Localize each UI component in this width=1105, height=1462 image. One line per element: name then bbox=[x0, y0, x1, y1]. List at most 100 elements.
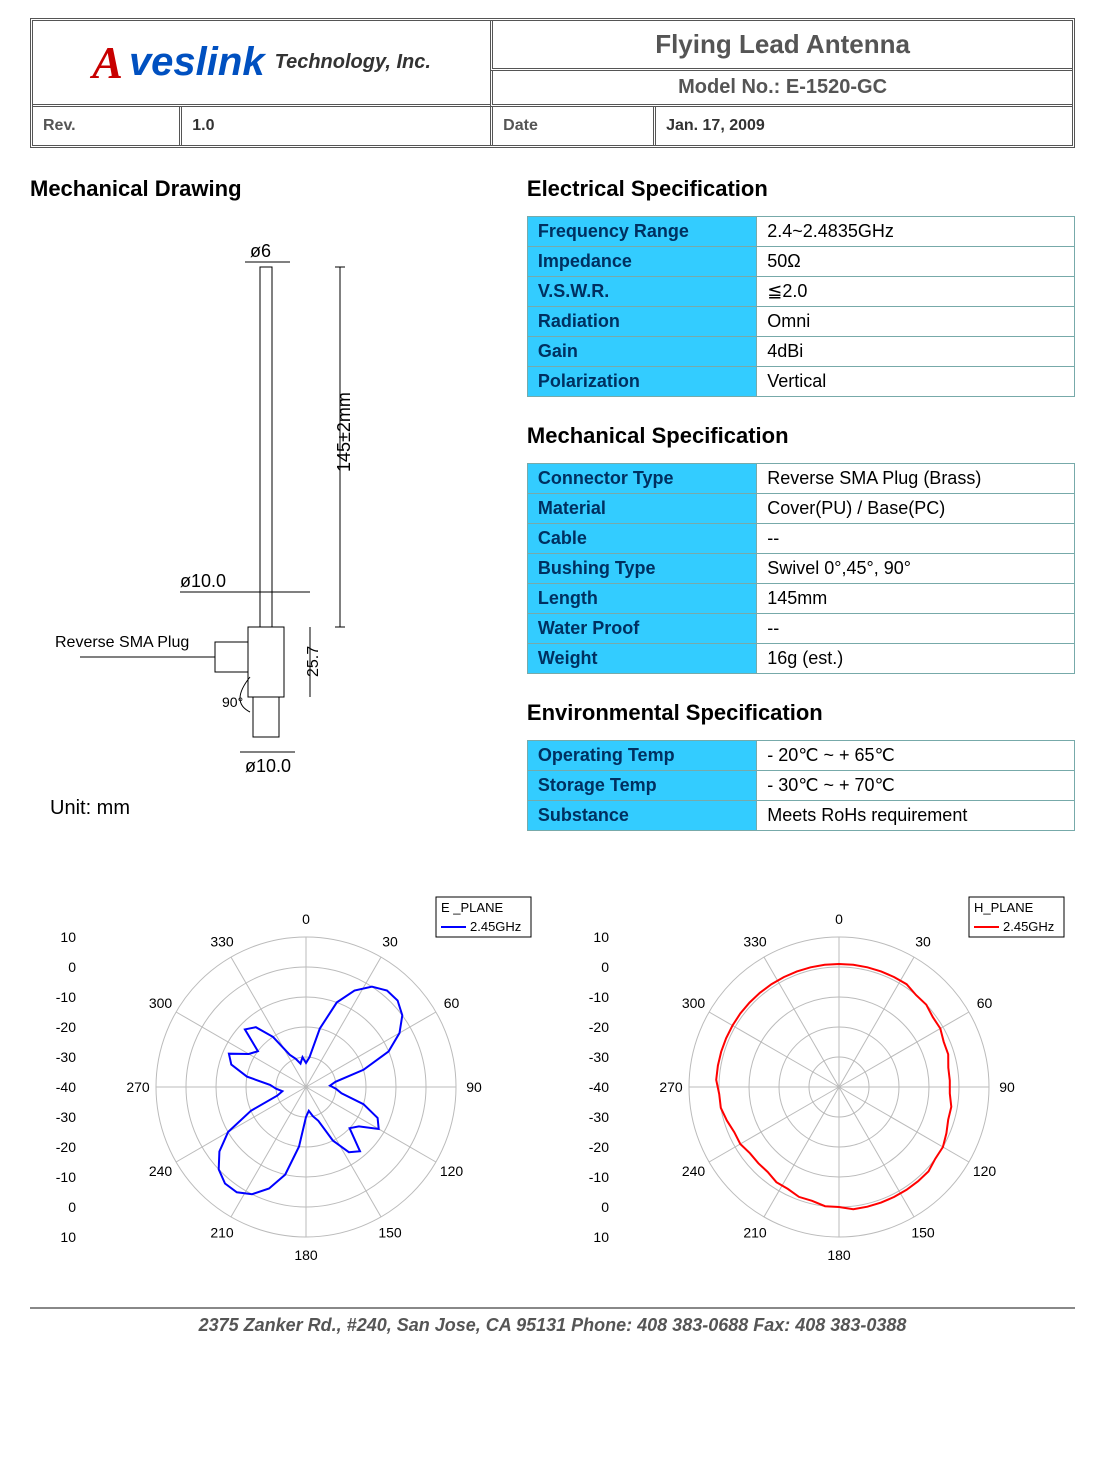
table-row: Storage Temp- 30℃ ~ + 70℃ bbox=[528, 771, 1074, 801]
spec-key: Bushing Type bbox=[528, 554, 757, 584]
table-row: Water Proof-- bbox=[528, 614, 1074, 644]
spec-key: Length bbox=[528, 584, 757, 614]
svg-text:90: 90 bbox=[466, 1079, 482, 1095]
environmental-table: Operating Temp- 20℃ ~ + 65℃Storage Temp-… bbox=[527, 740, 1075, 831]
spec-value: -- bbox=[757, 524, 1074, 554]
unit-label: Unit: mm bbox=[50, 797, 497, 820]
svg-text:90: 90 bbox=[999, 1079, 1015, 1095]
spec-key: Material bbox=[528, 494, 757, 524]
dim-phi10b: ø10.0 bbox=[245, 756, 291, 776]
table-row: RadiationOmni bbox=[528, 307, 1074, 337]
dim-phi6: ø6 bbox=[250, 241, 271, 261]
spec-value: 2.4~2.4835GHz bbox=[757, 217, 1074, 247]
svg-text:270: 270 bbox=[127, 1079, 151, 1095]
svg-text:-20: -20 bbox=[589, 1019, 609, 1035]
spec-key: Gain bbox=[528, 337, 757, 367]
spec-value: Vertical bbox=[757, 367, 1074, 396]
table-row: SubstanceMeets RoHs requirement bbox=[528, 801, 1074, 830]
logo-text: veslink bbox=[129, 40, 265, 85]
spec-value: Omni bbox=[757, 307, 1074, 337]
svg-text:-20: -20 bbox=[589, 1139, 609, 1155]
svg-text:-40: -40 bbox=[56, 1079, 76, 1095]
svg-text:240: 240 bbox=[682, 1163, 706, 1179]
spec-key: Cable bbox=[528, 524, 757, 554]
table-row: Cable-- bbox=[528, 524, 1074, 554]
spec-value: -- bbox=[757, 614, 1074, 644]
spec-key: Substance bbox=[528, 801, 757, 830]
h-plane-chart: 0306090120150180210240270300330100-10-20… bbox=[569, 887, 1069, 1287]
table-row: Impedance50Ω bbox=[528, 247, 1074, 277]
mechanical-drawing: ø6 ø10.0 Reverse SMA Plug 90° ø10.0 bbox=[50, 232, 497, 797]
table-row: MaterialCover(PU) / Base(PC) bbox=[528, 494, 1074, 524]
mech-drawing-title: Mechanical Drawing bbox=[30, 176, 497, 202]
svg-text:2.45GHz: 2.45GHz bbox=[470, 919, 521, 934]
header-block: Aveslink Technology, Inc. Rev. 1.0 Flyin… bbox=[30, 18, 1075, 148]
svg-text:120: 120 bbox=[440, 1163, 464, 1179]
rev-value: 1.0 bbox=[179, 107, 490, 145]
table-row: V.S.W.R.≦2.0 bbox=[528, 277, 1074, 307]
spec-value: Reverse SMA Plug (Brass) bbox=[757, 464, 1074, 494]
svg-text:2.45GHz: 2.45GHz bbox=[1003, 919, 1054, 934]
environmental-title: Environmental Specification bbox=[527, 700, 1075, 726]
svg-text:10: 10 bbox=[593, 1229, 609, 1245]
svg-text:10: 10 bbox=[61, 929, 77, 945]
spec-key: V.S.W.R. bbox=[528, 277, 757, 307]
model-no: Model No.: E-1520-GC bbox=[490, 71, 1072, 107]
logo-tagline: Technology, Inc. bbox=[275, 51, 431, 74]
svg-text:-30: -30 bbox=[56, 1049, 76, 1065]
svg-text:30: 30 bbox=[915, 934, 931, 950]
svg-text:60: 60 bbox=[444, 995, 460, 1011]
svg-text:E _PLANE: E _PLANE bbox=[441, 900, 503, 915]
mechanical-title: Mechanical Specification bbox=[527, 423, 1075, 449]
svg-text:-10: -10 bbox=[56, 989, 76, 1005]
logo-letter: A bbox=[92, 36, 123, 89]
svg-text:180: 180 bbox=[827, 1247, 851, 1263]
svg-text:270: 270 bbox=[659, 1079, 683, 1095]
svg-text:-30: -30 bbox=[589, 1109, 609, 1125]
svg-text:-10: -10 bbox=[589, 989, 609, 1005]
spec-key: Weight bbox=[528, 644, 757, 673]
spec-key: Radiation bbox=[528, 307, 757, 337]
spec-key: Polarization bbox=[528, 367, 757, 396]
spec-key: Frequency Range bbox=[528, 217, 757, 247]
rev-label: Rev. bbox=[33, 107, 179, 145]
table-row: Weight16g (est.) bbox=[528, 644, 1074, 673]
svg-text:300: 300 bbox=[682, 995, 706, 1011]
table-row: Gain4dBi bbox=[528, 337, 1074, 367]
dim-257: 25.7 bbox=[305, 646, 322, 677]
table-row: Frequency Range2.4~2.4835GHz bbox=[528, 217, 1074, 247]
spec-key: Storage Temp bbox=[528, 771, 757, 801]
svg-text:120: 120 bbox=[973, 1163, 997, 1179]
svg-text:-30: -30 bbox=[56, 1109, 76, 1125]
spec-value: 145mm bbox=[757, 584, 1074, 614]
svg-text:10: 10 bbox=[61, 1229, 77, 1245]
spec-key: Impedance bbox=[528, 247, 757, 277]
svg-text:300: 300 bbox=[149, 995, 173, 1011]
table-row: Connector TypeReverse SMA Plug (Brass) bbox=[528, 464, 1074, 494]
svg-text:-20: -20 bbox=[56, 1139, 76, 1155]
date-label: Date bbox=[490, 107, 653, 145]
svg-text:-20: -20 bbox=[56, 1019, 76, 1035]
svg-text:60: 60 bbox=[976, 995, 992, 1011]
mechanical-table: Connector TypeReverse SMA Plug (Brass)Ma… bbox=[527, 463, 1075, 674]
table-row: Operating Temp- 20℃ ~ + 65℃ bbox=[528, 741, 1074, 771]
plug-label: Reverse SMA Plug bbox=[55, 634, 189, 651]
spec-key: Operating Temp bbox=[528, 741, 757, 771]
doc-title: Flying Lead Antenna bbox=[490, 21, 1072, 71]
spec-value: 50Ω bbox=[757, 247, 1074, 277]
spec-value: 4dBi bbox=[757, 337, 1074, 367]
svg-text:330: 330 bbox=[743, 934, 767, 950]
svg-text:150: 150 bbox=[911, 1224, 935, 1240]
logo: Aveslink Technology, Inc. bbox=[33, 21, 490, 107]
spec-key: Connector Type bbox=[528, 464, 757, 494]
svg-text:180: 180 bbox=[295, 1247, 319, 1263]
table-row: PolarizationVertical bbox=[528, 367, 1074, 396]
svg-text:210: 210 bbox=[211, 1224, 235, 1240]
electrical-title: Electrical Specification bbox=[527, 176, 1075, 202]
spec-value: - 30℃ ~ + 70℃ bbox=[757, 771, 1074, 801]
svg-text:210: 210 bbox=[743, 1224, 767, 1240]
spec-value: 16g (est.) bbox=[757, 644, 1074, 673]
svg-text:0: 0 bbox=[601, 959, 609, 975]
svg-text:240: 240 bbox=[149, 1163, 173, 1179]
electrical-table: Frequency Range2.4~2.4835GHzImpedance50Ω… bbox=[527, 216, 1075, 397]
